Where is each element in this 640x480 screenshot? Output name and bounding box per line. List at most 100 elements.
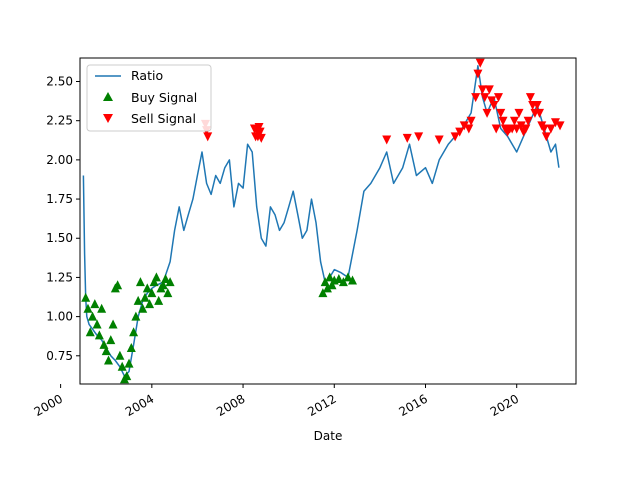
plot-frame bbox=[79, 57, 577, 385]
y-tick-label: 1.50 bbox=[46, 231, 73, 245]
sell-signal-marker bbox=[498, 116, 508, 126]
buy-signal-marker bbox=[322, 283, 332, 293]
sell-signal-marker bbox=[491, 124, 501, 134]
legend-box bbox=[86, 64, 212, 132]
sell-signal-marker bbox=[546, 124, 556, 134]
buy-signal-marker bbox=[133, 295, 143, 305]
sell-signal-marker bbox=[539, 124, 549, 134]
y-tick-label: 1.25 bbox=[46, 270, 73, 284]
sell-signal-marker bbox=[255, 127, 265, 137]
buy-signal-marker bbox=[142, 283, 152, 293]
y-tick-label: 0.75 bbox=[46, 349, 73, 363]
y-tick-label: 2.50 bbox=[46, 75, 73, 89]
series-layer bbox=[81, 58, 565, 384]
buy-signal-marker bbox=[124, 358, 134, 368]
sell-signal-marker bbox=[459, 121, 469, 131]
buy-signal-marker bbox=[151, 272, 161, 282]
buy-signal-marker bbox=[338, 277, 348, 287]
buy-signal-marker bbox=[115, 350, 125, 360]
sell-signal-marker bbox=[493, 93, 503, 103]
sell-signal-marker bbox=[482, 108, 492, 118]
sell-signal-marker bbox=[555, 121, 565, 131]
sell-signal-marker bbox=[550, 118, 560, 128]
buy-signal-marker bbox=[81, 292, 91, 302]
sell-signal-marker bbox=[525, 93, 535, 103]
buy-signal-marker bbox=[161, 273, 171, 283]
buy-signal-marker bbox=[334, 273, 344, 283]
buy-signal-marker bbox=[92, 319, 102, 329]
sell-signal-marker bbox=[512, 124, 522, 134]
buy-signal-marker bbox=[104, 355, 114, 365]
buy-signal-marker bbox=[117, 361, 127, 371]
buy-signal-marker bbox=[140, 292, 150, 302]
buy-signal-marker bbox=[131, 311, 141, 321]
sell-signal-marker bbox=[514, 108, 524, 118]
buy-signal-marker bbox=[129, 327, 139, 337]
buy-signal-marker bbox=[318, 288, 328, 298]
buy-signal-marker bbox=[327, 280, 337, 290]
buy-signal-marker bbox=[147, 288, 157, 298]
y-tick-label: 2.25 bbox=[46, 114, 73, 128]
buy-signal-marker bbox=[85, 327, 95, 337]
sell-signal-marker bbox=[475, 58, 485, 68]
legend: Ratio Buy Signal Sell Signal bbox=[86, 64, 212, 132]
buy-signal-marker bbox=[154, 295, 164, 305]
y-tick-label: 1.00 bbox=[46, 310, 73, 324]
sell-signal-marker bbox=[487, 96, 497, 106]
sell-signal-marker bbox=[532, 101, 542, 111]
buy-signal-marker bbox=[94, 330, 104, 340]
buy-signal-marker bbox=[113, 280, 123, 290]
sell-signal-marker bbox=[414, 132, 424, 142]
legend-ratio-label: Ratio bbox=[131, 68, 163, 83]
buy-signal-marker bbox=[106, 335, 116, 345]
sell-signal-marker bbox=[254, 122, 264, 132]
sell-signal-marker bbox=[466, 116, 476, 126]
buy-signal-marker bbox=[163, 288, 173, 298]
sell-signal-marker bbox=[523, 116, 533, 126]
legend-buy-swatch bbox=[103, 92, 113, 101]
legend-buy-label: Buy Signal bbox=[131, 90, 197, 105]
buy-signal-marker bbox=[165, 277, 175, 287]
sell-signal-marker bbox=[484, 85, 494, 95]
sell-signal-marker bbox=[434, 135, 444, 145]
sell-signal-marker bbox=[464, 124, 474, 134]
sell-signal-marker bbox=[402, 133, 412, 143]
sell-signal-marker bbox=[256, 133, 266, 143]
buy-signal-marker bbox=[88, 311, 98, 321]
buy-signal-marker bbox=[348, 275, 358, 285]
y-axis: 0.75 1.00 1.25 1.50 1.75 2.00 2.25 2.50 bbox=[46, 75, 80, 363]
sell-signal-marker bbox=[471, 93, 481, 103]
legend-sell-swatch bbox=[103, 114, 113, 123]
sell-signal-marker bbox=[496, 108, 506, 118]
sell-signal-marker bbox=[535, 108, 545, 118]
sell-signal-marker bbox=[455, 127, 465, 137]
legend-sell-label: Sell Signal bbox=[131, 111, 196, 126]
buy-signal-marker bbox=[138, 303, 148, 313]
sell-signal-marker bbox=[382, 135, 392, 145]
buy-signal-marker bbox=[90, 299, 100, 309]
buy-signal-marker bbox=[149, 277, 159, 287]
sell-signal-marker bbox=[516, 121, 526, 131]
buy-signal-marker bbox=[101, 346, 111, 356]
buy-signal-marker bbox=[126, 342, 136, 352]
buy-signal-marker bbox=[158, 280, 168, 290]
buy-signal-marker bbox=[145, 299, 155, 309]
sell-signal-marker bbox=[478, 85, 488, 95]
sell-signal-marker bbox=[541, 132, 551, 142]
sell-signal-marker bbox=[473, 69, 483, 79]
sell-signal-marker bbox=[450, 132, 460, 142]
sell-signal-marker bbox=[489, 101, 499, 111]
buy-signal-marker bbox=[97, 303, 107, 313]
buy-signal-marker bbox=[135, 277, 145, 287]
sell-signal-marker bbox=[480, 93, 490, 103]
buy-signal-marker bbox=[108, 319, 118, 329]
x-axis-label: Date bbox=[314, 429, 343, 443]
sell-signal-marker bbox=[203, 132, 213, 142]
y-tick-label: 1.75 bbox=[46, 192, 73, 206]
buy-signal-marker bbox=[325, 272, 335, 282]
y-tick-label: 2.00 bbox=[46, 153, 73, 167]
buy-signal-marker bbox=[343, 272, 353, 282]
buy-signal-marker bbox=[83, 303, 93, 313]
sell-signal-marker bbox=[521, 124, 531, 134]
